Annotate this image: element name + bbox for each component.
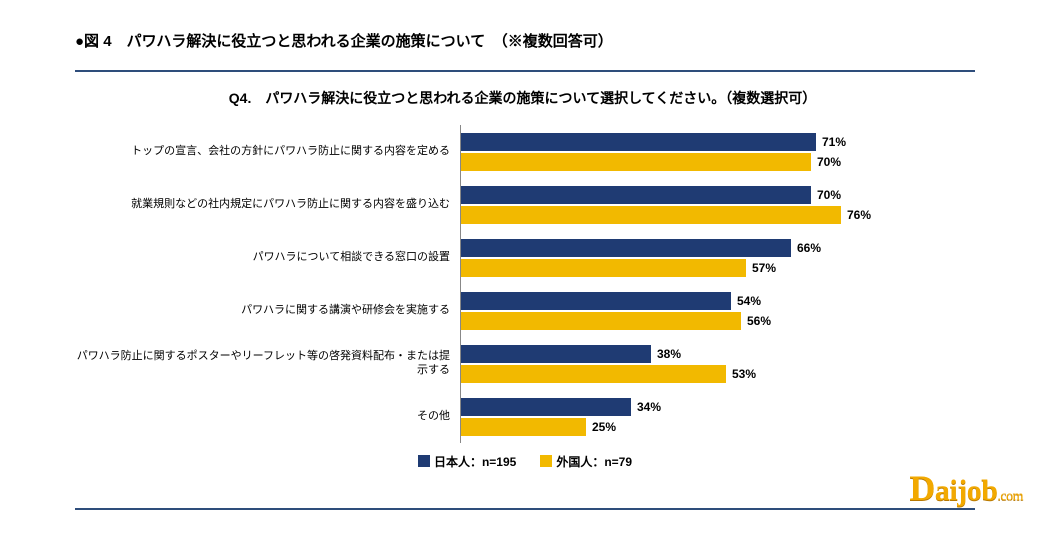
logo-suffix: .com [997, 489, 1023, 504]
bars-cell: 38% 53% [460, 337, 975, 390]
figure-title: ●図 4 パワハラ解決に役立つと思われる企業の施策について （※複数回答可） [75, 30, 613, 51]
bar-foreign [461, 365, 726, 383]
category-label: パワハラに関する講演や研修会を実施する [75, 304, 460, 317]
bars-cell: 71%70% [460, 125, 975, 178]
bar-japanese [461, 398, 631, 416]
rule-bottom [75, 508, 975, 510]
legend: 日本人：n=195 外国人：n=79 [75, 453, 975, 470]
bars-cell: 70% 76% [460, 178, 975, 231]
bar-value-label: 76% [847, 206, 871, 224]
legend-swatch [540, 455, 552, 467]
bar-value-label: 34% [637, 398, 661, 416]
bar-value-label: 53% [732, 365, 756, 383]
bar-value-label: 54% [737, 292, 761, 310]
chart-row: 就業規則などの社内規定にパワハラ防止に関する内容を盛り込む 70% 76% [75, 178, 975, 231]
legend-item: 日本人：n=195 [418, 453, 516, 470]
bar-japanese [461, 345, 651, 363]
bar-value-label: 56% [747, 312, 771, 330]
bar-value-label: 57% [752, 259, 776, 277]
bar-value-label: 66% [797, 239, 821, 257]
logo-initial: D [909, 468, 935, 508]
category-label: パワハラ防止に関するポスターやリーフレット等の啓発資料配布・または提示する [75, 350, 460, 376]
chart-row: トップの宣言、会社の方針にパワハラ防止に関する内容を定める71%70% [75, 125, 975, 178]
question-title: Q4. パワハラ解決に役立つと思われる企業の施策について選択してください。（複数… [0, 88, 1045, 108]
bar-japanese [461, 239, 791, 257]
logo-main: aijob [935, 474, 998, 507]
bar-value-label: 70% [817, 153, 841, 171]
chart: トップの宣言、会社の方針にパワハラ防止に関する内容を定める71%70%就業規則な… [75, 125, 975, 470]
category-label: 就業規則などの社内規定にパワハラ防止に関する内容を盛り込む [75, 198, 460, 211]
bars-cell: 34% 25% [460, 390, 975, 443]
bar-foreign [461, 312, 741, 330]
legend-item: 外国人：n=79 [540, 453, 632, 470]
bars-cell: 54%56% [460, 284, 975, 337]
chart-row: パワハラに関する講演や研修会を実施する54%56% [75, 284, 975, 337]
bar-value-label: 38% [657, 345, 681, 363]
legend-text: 日本人：n=195 [434, 455, 516, 469]
bar-value-label: 70% [817, 186, 841, 204]
category-label: トップの宣言、会社の方針にパワハラ防止に関する内容を定める [75, 145, 460, 158]
bars-cell: 66% 57% [460, 231, 975, 284]
bar-japanese [461, 292, 731, 310]
bar-value-label: 71% [822, 133, 846, 151]
bar-value-label: 25% [592, 418, 616, 436]
category-label: その他 [75, 410, 460, 423]
legend-text: 外国人：n=79 [556, 455, 632, 469]
legend-swatch [418, 455, 430, 467]
chart-row: パワハラについて相談できる窓口の設置 66% 57% [75, 231, 975, 284]
bar-foreign [461, 259, 746, 277]
category-label: パワハラについて相談できる窓口の設置 [75, 251, 460, 264]
bar-foreign [461, 153, 811, 171]
bar-foreign [461, 206, 841, 224]
chart-row: パワハラ防止に関するポスターやリーフレット等の啓発資料配布・または提示する38%… [75, 337, 975, 390]
rule-top [75, 70, 975, 72]
chart-row: その他 34% 25% [75, 390, 975, 443]
bar-japanese [461, 186, 811, 204]
daijob-logo: Daijob.com [909, 467, 1023, 509]
bar-japanese [461, 133, 816, 151]
bar-foreign [461, 418, 586, 436]
